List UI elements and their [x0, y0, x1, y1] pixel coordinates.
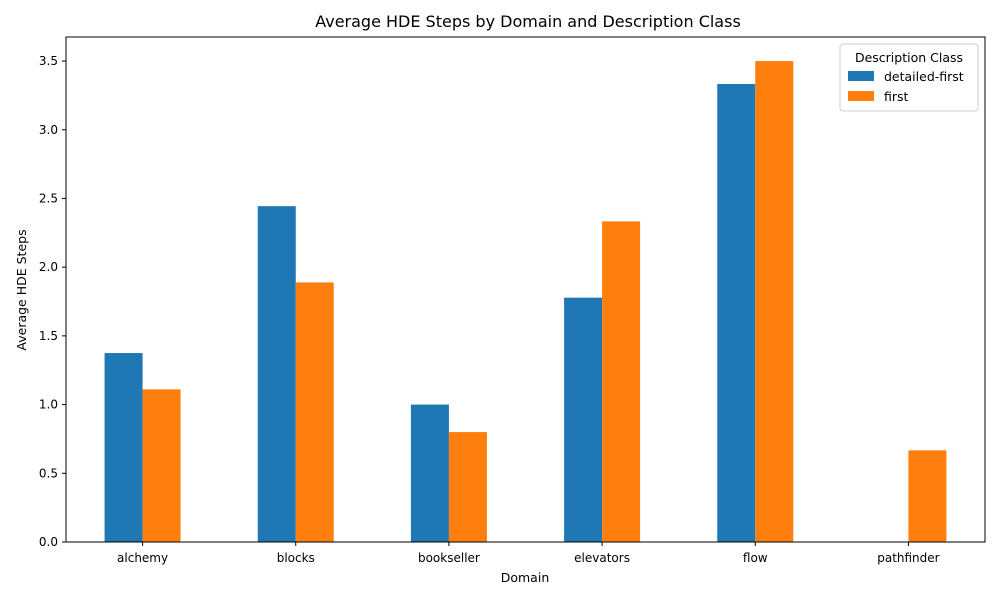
y-axis-label: Average HDE Steps [14, 229, 29, 350]
bar-first-elevators [602, 221, 641, 542]
y-tick-label: 2.0 [39, 260, 58, 274]
x-tick-label: pathfinder [877, 551, 939, 565]
y-tick-label: 3.5 [39, 54, 58, 68]
y-tick-label: 0.5 [39, 466, 58, 480]
x-tick-label: flow [743, 551, 768, 565]
x-tick-label: bookseller [418, 551, 480, 565]
y-tick-label: 0.0 [39, 535, 58, 549]
legend: Description Class detailed-first first [839, 43, 979, 112]
legend-swatch-detailed-first [848, 71, 874, 81]
bar-first-bookseller [448, 432, 487, 542]
legend-label-first: first [884, 89, 909, 104]
bar-detailed-first-flow [717, 84, 756, 542]
bar-detailed-first-blocks [257, 206, 296, 542]
plot-frame [65, 36, 986, 543]
legend-title: Description Class [855, 50, 963, 65]
legend-label-detailed-first: detailed-first [884, 69, 964, 84]
bar-detailed-first-bookseller [410, 404, 449, 542]
bar-first-pathfinder [908, 450, 947, 542]
legend-swatch-first [848, 91, 874, 101]
bar-first-blocks [295, 282, 334, 542]
bar-detailed-first-alchemy [104, 353, 143, 542]
axes: 0.0 0.5 1.0 1.5 2.0 2.5 3.0 3.5 alchemy blocks boo… [39, 36, 986, 565]
x-axis-label: Domain [501, 570, 550, 585]
x-tick-label: alchemy [117, 551, 168, 565]
bar-detailed-first-elevators [564, 297, 603, 542]
y-tick-label: 3.0 [39, 123, 58, 137]
legend-box [839, 43, 979, 112]
bars [104, 61, 947, 543]
y-tick-label: 2.5 [39, 191, 58, 205]
bar-first-flow [755, 61, 794, 543]
bar-first-alchemy [142, 389, 181, 542]
x-tick-label: blocks [277, 551, 315, 565]
y-tick-label: 1.5 [39, 329, 58, 343]
x-tick-label: elevators [574, 551, 630, 565]
chart-title: Average HDE Steps by Domain and Descript… [315, 12, 741, 31]
y-tick-label: 1.0 [39, 398, 58, 412]
